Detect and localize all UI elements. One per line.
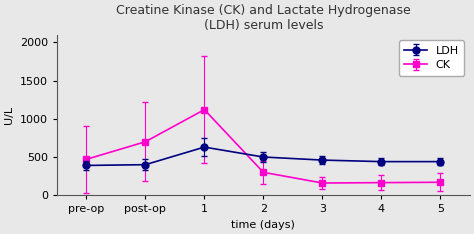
Title: Creatine Kinase (CK) and Lactate Hydrogenase
(LDH) serum levels: Creatine Kinase (CK) and Lactate Hydroge… [116, 4, 411, 32]
Legend: LDH, CK: LDH, CK [399, 40, 464, 76]
X-axis label: time (days): time (days) [231, 220, 295, 230]
Y-axis label: U/L: U/L [4, 106, 14, 124]
